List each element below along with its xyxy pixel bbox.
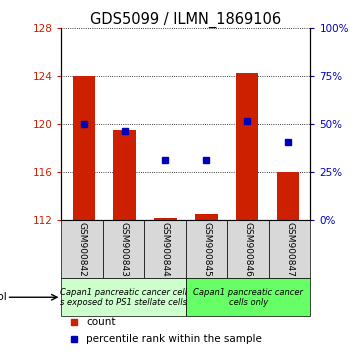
Text: GSM900845: GSM900845 [202, 222, 211, 277]
Text: Capan1 pancreatic cancer
cells only: Capan1 pancreatic cancer cells only [193, 287, 303, 307]
Text: GSM900843: GSM900843 [119, 222, 128, 277]
Text: protocol: protocol [0, 292, 6, 302]
Text: count: count [86, 317, 116, 327]
Text: GSM900847: GSM900847 [285, 222, 294, 277]
Bar [73, 76, 95, 220]
Bar [277, 172, 299, 220]
Text: percentile rank within the sample: percentile rank within the sample [86, 334, 262, 344]
Bar [227, 220, 269, 278]
Bar [113, 130, 136, 220]
Bar [186, 220, 227, 278]
Bar [236, 73, 258, 220]
Bar [269, 220, 310, 278]
Bar [195, 214, 218, 220]
Bar [103, 220, 144, 278]
Bar [61, 220, 103, 278]
Bar [186, 278, 310, 316]
Text: GSM900842: GSM900842 [78, 222, 87, 277]
Bar [144, 220, 186, 278]
Bar [154, 218, 177, 220]
Text: Capan1 pancreatic cancer cell
s exposed to PS1 stellate cells: Capan1 pancreatic cancer cell s exposed … [60, 287, 187, 307]
Bar [61, 278, 186, 316]
Title: GDS5099 / ILMN_1869106: GDS5099 / ILMN_1869106 [90, 12, 282, 28]
Text: GSM900844: GSM900844 [161, 222, 170, 277]
Text: GSM900846: GSM900846 [244, 222, 253, 277]
